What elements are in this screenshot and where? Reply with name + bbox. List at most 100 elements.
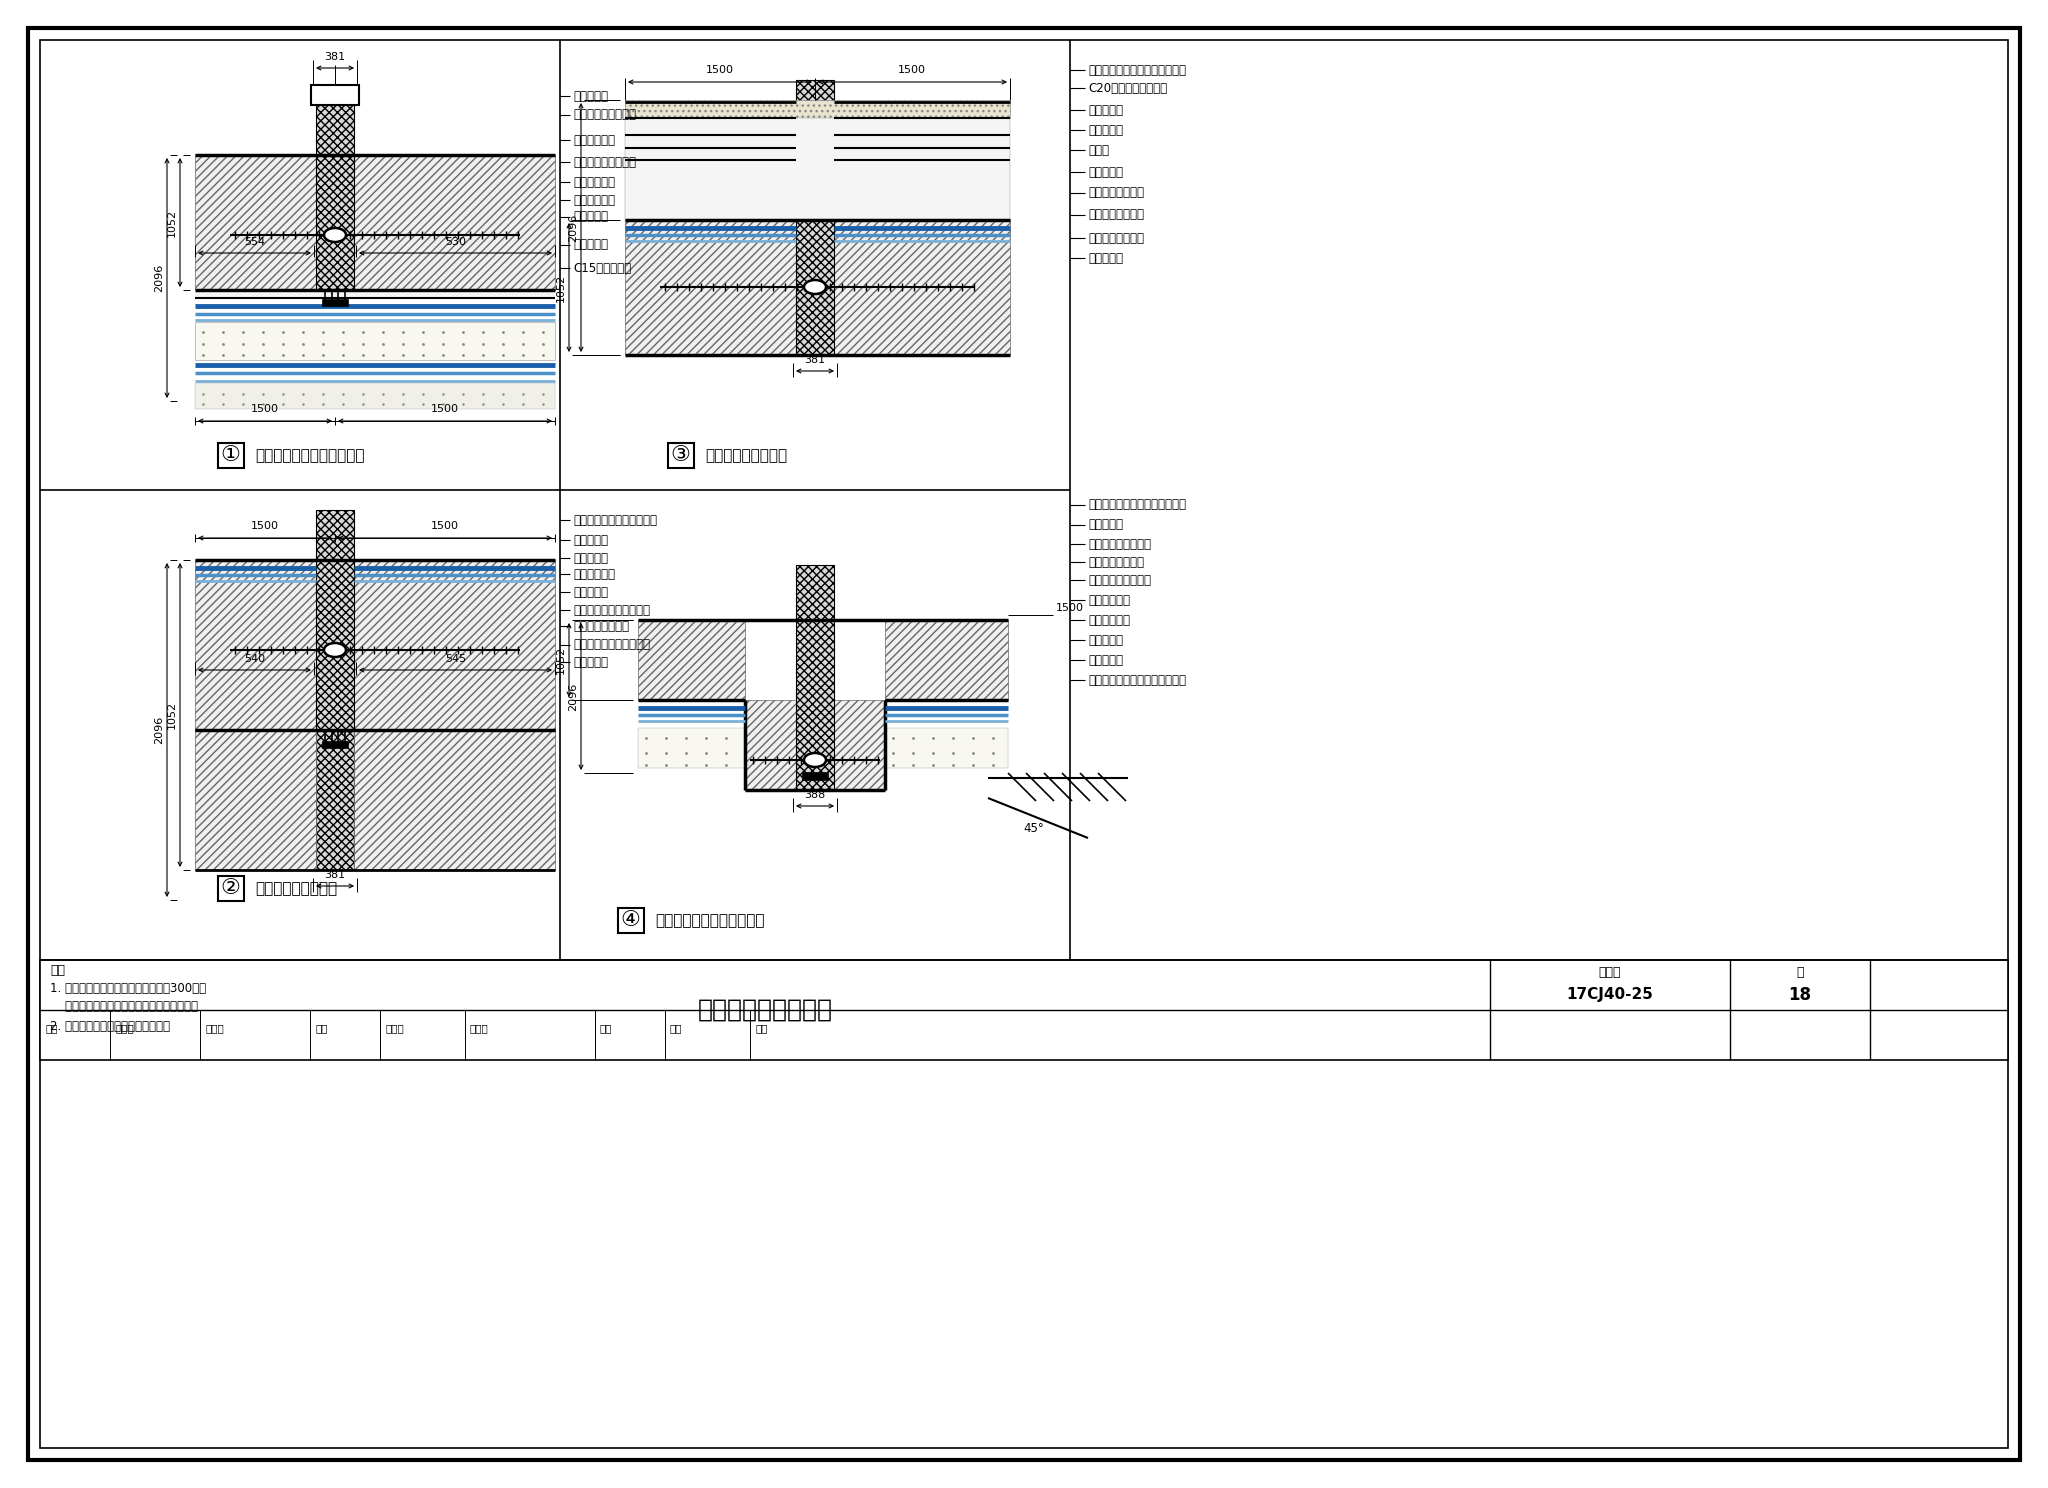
Text: 1052: 1052 (555, 646, 565, 674)
Polygon shape (745, 699, 797, 790)
Text: 厚度不能满足要求时，进行局部加厚处理。: 厚度不能满足要求时，进行局部加厚处理。 (49, 1000, 199, 1013)
Text: 位素娟: 位素娟 (385, 1024, 403, 1033)
Text: ①: ① (219, 445, 240, 464)
Bar (639, 728, 745, 768)
Text: 保护墙（见具体工程设计）: 保护墙（见具体工程设计） (573, 513, 657, 527)
Bar (195, 321, 555, 360)
Bar (322, 741, 348, 748)
Text: 中埋式止水带: 中埋式止水带 (573, 134, 614, 146)
Text: 540: 540 (244, 655, 264, 664)
Text: 1500: 1500 (1057, 603, 1083, 613)
Text: 混凝土保护层: 混凝土保护层 (573, 193, 614, 207)
Text: 1500: 1500 (252, 521, 279, 531)
Bar (195, 290, 555, 298)
Text: ③: ③ (670, 445, 690, 464)
Text: 1052: 1052 (555, 274, 565, 302)
Text: 李梅玲: 李梅玲 (115, 1024, 133, 1033)
Bar (217, 443, 244, 469)
Polygon shape (797, 80, 834, 356)
Text: 变形缝面层作法见具体工程设计: 变形缝面层作法见具体工程设计 (1087, 498, 1186, 512)
Text: 聚苯板填缝（下部）: 聚苯板填缝（下部） (573, 156, 637, 168)
Polygon shape (885, 620, 1008, 699)
Bar (668, 443, 694, 469)
Text: 17CJ40-25: 17CJ40-25 (1567, 988, 1653, 1003)
Text: 45°: 45° (1024, 821, 1044, 835)
Bar (217, 876, 244, 902)
Text: 侧墙防水层: 侧墙防水层 (573, 534, 608, 546)
Bar (311, 85, 358, 106)
Bar (195, 382, 555, 409)
Ellipse shape (324, 228, 346, 243)
Text: 位素娴: 位素娴 (469, 1024, 489, 1033)
Text: 中埋式金属止水带: 中埋式金属止水带 (1087, 555, 1145, 568)
Text: 1500: 1500 (430, 405, 459, 414)
Text: 1052: 1052 (168, 701, 176, 729)
Text: 变形缝防水构造做法: 变形缝防水构造做法 (698, 998, 831, 1022)
Polygon shape (195, 559, 315, 731)
Bar (618, 908, 643, 933)
Text: 1052: 1052 (168, 208, 176, 237)
Text: 聚苯板条（内侧）: 聚苯板条（内侧） (1087, 232, 1145, 244)
Polygon shape (834, 699, 885, 790)
Text: 密封胶密封: 密封胶密封 (1087, 251, 1122, 265)
Text: 外贴式止水带: 外贴式止水带 (573, 176, 614, 189)
Text: 张筠: 张筠 (670, 1024, 682, 1033)
Text: 背贴式止水带: 背贴式止水带 (1087, 594, 1130, 607)
Text: 381: 381 (324, 52, 346, 62)
Text: 2096: 2096 (567, 213, 578, 241)
Text: 2096: 2096 (154, 716, 164, 744)
Text: 1500: 1500 (430, 521, 459, 531)
Text: 仓伯份: 仓伯份 (205, 1024, 223, 1033)
Polygon shape (797, 565, 834, 790)
Polygon shape (195, 155, 315, 290)
Bar (803, 772, 827, 780)
Text: 2. 预留通道口的处理方法同变形缝。: 2. 预留通道口的处理方法同变形缝。 (49, 1019, 170, 1033)
Polygon shape (639, 620, 745, 699)
Ellipse shape (805, 280, 825, 295)
Polygon shape (354, 155, 555, 290)
Text: 覆土或面层（见具体工程设计）: 覆土或面层（见具体工程设计） (1087, 64, 1186, 76)
Text: 顶板变形缝防水构造: 顶板变形缝防水构造 (705, 448, 786, 463)
Text: 1500: 1500 (897, 65, 926, 74)
Bar (625, 118, 1010, 220)
Text: 密封胶密封: 密封胶密封 (573, 585, 608, 598)
Text: 变形缝聚苯板条（内侧）: 变形缝聚苯板条（内侧） (573, 638, 649, 652)
Text: 密封胶密封: 密封胶密封 (573, 89, 608, 103)
Text: 混凝土垫层（见具体工程设计）: 混凝土垫层（见具体工程设计） (1087, 674, 1186, 686)
Text: 底板防水层: 底板防水层 (573, 238, 608, 251)
Text: 注：: 注： (49, 964, 66, 976)
Text: 381: 381 (805, 356, 825, 365)
Polygon shape (354, 559, 555, 731)
Text: 变形缝聚苯板条（外部）: 变形缝聚苯板条（外部） (573, 604, 649, 616)
Text: 18: 18 (1788, 987, 1812, 1004)
Text: 1500: 1500 (707, 65, 733, 74)
Text: 1. 中埋式止水带混凝土板厚应不小于300，如: 1. 中埋式止水带混凝土板厚应不小于300，如 (49, 982, 207, 994)
Text: 防水加强层: 防水加强层 (1087, 124, 1122, 137)
Polygon shape (354, 731, 555, 870)
Text: 聚苯板填缝（下部）: 聚苯板填缝（下部） (1087, 573, 1151, 586)
Text: 554: 554 (244, 237, 264, 247)
Ellipse shape (324, 643, 346, 658)
Text: 密封胶密封: 密封胶密封 (1087, 165, 1122, 179)
Polygon shape (315, 510, 354, 870)
Text: 530: 530 (444, 237, 467, 247)
Bar (625, 100, 1010, 118)
Text: 密封胶密封: 密封胶密封 (1087, 518, 1122, 531)
Text: 外贴式止水带: 外贴式止水带 (573, 567, 614, 580)
Text: 校对: 校对 (315, 1024, 328, 1033)
Text: 2096: 2096 (567, 683, 578, 711)
Text: 底板防水层: 底板防水层 (1087, 634, 1122, 646)
Text: 叙彤: 叙彤 (756, 1024, 768, 1033)
Text: ④: ④ (621, 911, 639, 930)
Bar (322, 299, 348, 307)
Text: 545: 545 (444, 655, 467, 664)
Text: 聚苯板条（外部）: 聚苯板条（外部） (1087, 186, 1145, 199)
Text: 底板变形缝防水构造（一）: 底板变形缝防水构造（一） (256, 448, 365, 463)
Text: 页: 页 (1796, 966, 1804, 979)
Text: 隔离层: 隔离层 (1087, 143, 1110, 156)
Text: 聚苯板填缝（上部）: 聚苯板填缝（上部） (1087, 537, 1151, 551)
Text: 防水加强层: 防水加强层 (573, 210, 608, 223)
Text: 防水加强层: 防水加强层 (1087, 653, 1122, 667)
Polygon shape (834, 220, 1010, 356)
Text: C20细石混凝土保护层: C20细石混凝土保护层 (1087, 82, 1167, 95)
